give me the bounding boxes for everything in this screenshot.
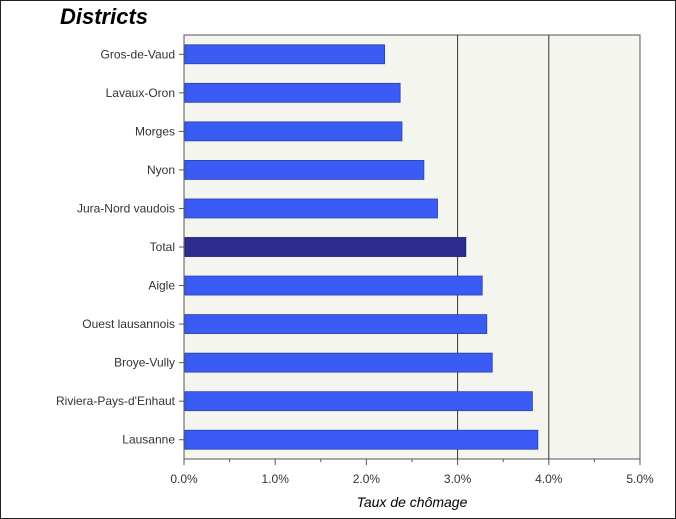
bar [184, 237, 467, 257]
y-tick-label: Aigle [148, 279, 175, 293]
bar [184, 160, 425, 180]
x-tick-label: 4.0% [535, 472, 563, 486]
x-tick-label: 1.0% [262, 472, 290, 486]
bar [184, 121, 403, 142]
y-tick-label: Riviera-Pays-d'Enhaut [56, 394, 176, 408]
x-tick-label: 2.0% [353, 472, 381, 486]
x-axis-label: Taux de chômage [356, 494, 468, 510]
bar [184, 429, 539, 450]
x-tick-label: 0.0% [170, 472, 198, 486]
y-tick-label: Nyon [147, 163, 175, 177]
y-tick-label: Lausanne [122, 433, 175, 447]
x-tick-label: 3.0% [444, 472, 472, 486]
bar [184, 314, 488, 334]
y-tick-label: Lavaux-Oron [106, 86, 175, 100]
y-tick-label: Total [150, 240, 175, 254]
y-tick-label: Broye-Vully [114, 356, 175, 370]
y-tick-label: Gros-de-Vaud [101, 47, 175, 61]
y-tick-label: Ouest lausannois [82, 317, 175, 331]
bar [184, 198, 438, 219]
x-tick-label: 5.0% [626, 472, 654, 486]
y-tick-label: Morges [135, 124, 175, 138]
bar [184, 275, 483, 296]
y-tick-label: Jura-Nord vaudois [77, 201, 175, 215]
bar [184, 44, 386, 65]
chart-title: Districts [60, 4, 149, 29]
bar [184, 391, 533, 412]
bar [184, 352, 493, 373]
bar [184, 82, 401, 103]
